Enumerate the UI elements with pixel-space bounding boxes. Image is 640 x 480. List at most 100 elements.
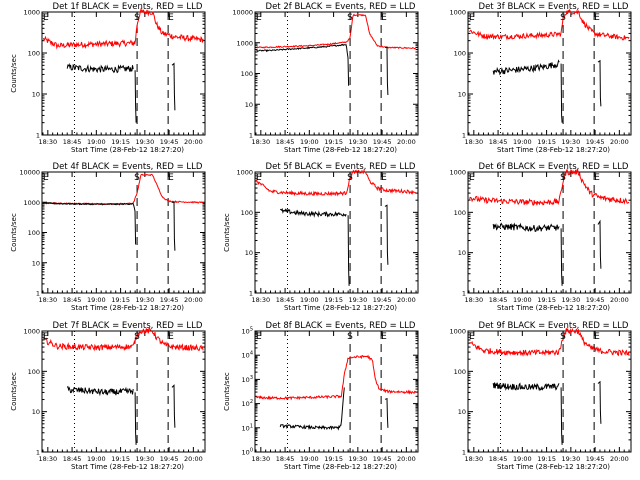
time-marker-e: E bbox=[594, 332, 600, 342]
time-marker-e: E bbox=[469, 173, 475, 183]
x-tick-label: 18:45 bbox=[276, 138, 295, 146]
x-tick-label: 20:00 bbox=[397, 296, 416, 304]
time-marker-s: S bbox=[134, 173, 140, 183]
panel-det-9: Det 9f BLACK = Events, RED = LLD 1 10 100 10… bbox=[449, 321, 632, 471]
x-tick-label: 19:30 bbox=[135, 138, 154, 146]
y-tick-label: 10 bbox=[32, 91, 40, 99]
x-axis-label: Start Time (28-Feb-12 18:27:20) bbox=[71, 304, 184, 312]
events-series-1 bbox=[279, 387, 345, 431]
panel-title: Det 6f BLACK = Events, RED = LLD bbox=[479, 162, 629, 172]
y-tick-label: 10 bbox=[458, 249, 466, 257]
x-tick-label: 18:30 bbox=[251, 455, 270, 463]
time-marker-e: E bbox=[381, 13, 387, 23]
x-tick-label: 19:00 bbox=[300, 296, 319, 304]
x-tick-label: 19:30 bbox=[561, 296, 580, 304]
x-tick-label: 18:45 bbox=[489, 138, 508, 146]
events-series-2 bbox=[560, 63, 563, 123]
y-tick-label: 102 bbox=[242, 399, 253, 408]
x-tick-label: 18:45 bbox=[489, 296, 508, 304]
y-tick-label: 100 bbox=[28, 229, 40, 237]
time-marker-s: S bbox=[134, 332, 140, 342]
panel-title: Det 1f BLACK = Events, RED = LLD bbox=[53, 2, 203, 12]
events-series-1 bbox=[66, 62, 134, 74]
y-tick-label: 101 bbox=[242, 423, 253, 432]
y-tick-label: 1000 bbox=[449, 169, 466, 177]
time-marker-e: E bbox=[594, 13, 600, 23]
x-axis-label: Start Time (28-Feb-12 18:27:20) bbox=[497, 304, 610, 312]
x-tick-label: 20:00 bbox=[610, 138, 629, 146]
x-tick-label: 19:00 bbox=[513, 455, 532, 463]
y-tick-label: 1000 bbox=[23, 199, 40, 207]
x-tick-label: 19:30 bbox=[561, 138, 580, 146]
lld-series-0 bbox=[469, 327, 630, 357]
x-tick-label: 18:45 bbox=[63, 455, 82, 463]
x-tick-label: 18:45 bbox=[63, 296, 82, 304]
time-marker-e: E bbox=[168, 332, 174, 342]
x-tick-label: 18:30 bbox=[464, 455, 483, 463]
panel-title: Det 2f BLACK = Events, RED = LLD bbox=[266, 2, 416, 12]
panel-title: Det 3f BLACK = Events, RED = LLD bbox=[479, 2, 629, 12]
y-tick-exponent: 1 bbox=[250, 423, 253, 429]
y-tick-label: 1 bbox=[36, 132, 40, 140]
plot-frame bbox=[467, 11, 632, 136]
x-tick-label: 19:30 bbox=[135, 455, 154, 463]
x-tick-label: 20:00 bbox=[184, 455, 203, 463]
x-axis-label: Start Time (28-Feb-12 18:27:20) bbox=[71, 463, 184, 471]
x-tick-label: 19:00 bbox=[87, 455, 106, 463]
y-tick-label: 10 bbox=[245, 249, 253, 257]
x-tick-label: 19:15 bbox=[111, 138, 130, 146]
events-series-2 bbox=[384, 46, 389, 96]
y-tick-label: 105 bbox=[242, 327, 253, 336]
time-marker-e: E bbox=[43, 173, 49, 183]
x-tick-label: 19:15 bbox=[537, 296, 556, 304]
x-tick-label: 19:15 bbox=[537, 138, 556, 146]
x-tick-label: 19:30 bbox=[348, 296, 367, 304]
events-series-2 bbox=[134, 70, 137, 123]
x-tick-label: 19:45 bbox=[373, 138, 392, 146]
time-marker-e: E bbox=[168, 173, 174, 183]
events-series-1 bbox=[492, 59, 560, 76]
y-axis-label: Counts/sec bbox=[10, 213, 18, 252]
x-tick-label: 19:15 bbox=[324, 296, 343, 304]
y-tick-label: 100 bbox=[28, 50, 40, 58]
x-tick-label: 19:00 bbox=[87, 296, 106, 304]
time-marker-e: E bbox=[381, 332, 387, 342]
events-series-2 bbox=[134, 392, 137, 445]
plot-frame bbox=[254, 171, 419, 294]
x-tick-label: 18:45 bbox=[276, 455, 295, 463]
lld-series-0 bbox=[256, 354, 417, 401]
y-axis-label: Counts/sec bbox=[10, 54, 18, 93]
x-tick-label: 20:00 bbox=[184, 138, 203, 146]
y-tick-label: 103 bbox=[242, 375, 253, 384]
y-tick-exponent: 0 bbox=[250, 448, 253, 454]
events-series-3 bbox=[597, 380, 602, 424]
panel-det-2: Det 2f BLACK = Events, RED = LLD 1 10 100 10… bbox=[232, 2, 419, 154]
panel-det-8: Det 8f BLACK = Events, RED = LLD10010110… bbox=[223, 321, 419, 471]
lld-series-0 bbox=[256, 168, 417, 197]
y-tick-label: 100 bbox=[28, 368, 40, 376]
y-tick-label: 104 bbox=[242, 351, 253, 360]
panel-title: Det 7f BLACK = Events, RED = LLD bbox=[53, 321, 203, 331]
events-series-2 bbox=[172, 201, 176, 251]
x-tick-label: 19:45 bbox=[373, 455, 392, 463]
lld-series-0 bbox=[43, 327, 204, 352]
panel-title: Det 9f BLACK = Events, RED = LLD bbox=[479, 321, 629, 331]
x-tick-label: 19:45 bbox=[160, 296, 179, 304]
y-tick-label: 1 bbox=[462, 132, 466, 140]
x-tick-label: 20:00 bbox=[397, 138, 416, 146]
y-tick-label: 10 bbox=[245, 101, 253, 109]
x-axis-label: Start Time (28-Feb-12 18:27:20) bbox=[497, 146, 610, 154]
panel-det-6: Det 6f BLACK = Events, RED = LLD 1 10 100 10… bbox=[449, 162, 632, 312]
x-tick-label: 18:30 bbox=[464, 138, 483, 146]
time-marker-e: E bbox=[256, 173, 262, 183]
x-tick-label: 19:30 bbox=[348, 138, 367, 146]
x-tick-label: 19:45 bbox=[160, 455, 179, 463]
x-tick-label: 19:15 bbox=[111, 296, 130, 304]
y-tick-label: 10000 bbox=[19, 169, 40, 177]
x-tick-label: 19:45 bbox=[586, 296, 605, 304]
panel-det-1: Det 1f BLACK = Events, RED = LLD 1 10 100 10… bbox=[10, 2, 206, 154]
time-marker-s: S bbox=[134, 13, 140, 23]
y-tick-label: 10 bbox=[32, 408, 40, 416]
plot-frame bbox=[254, 330, 419, 453]
time-marker-e: E bbox=[256, 13, 262, 23]
